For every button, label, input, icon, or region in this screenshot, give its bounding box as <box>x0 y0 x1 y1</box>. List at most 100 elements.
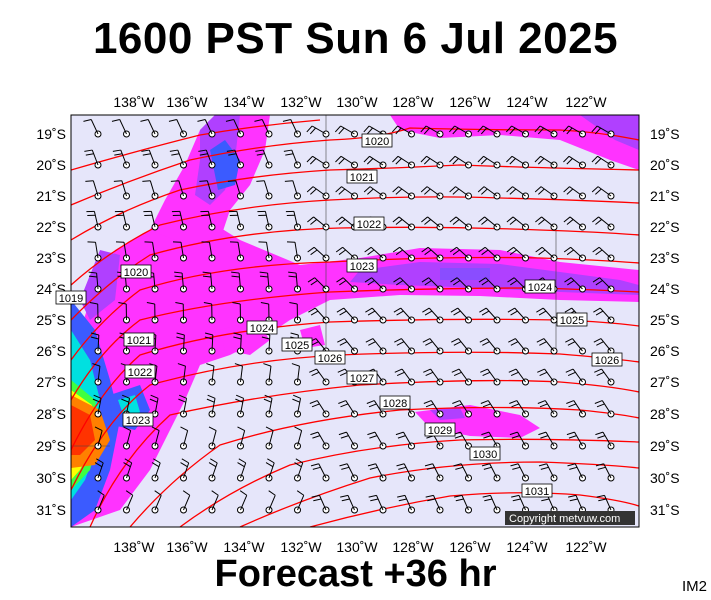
wind-barb <box>591 125 615 138</box>
wind-barb <box>234 363 244 386</box>
wind-barb <box>420 125 444 138</box>
wind-barb <box>208 426 217 450</box>
wind-barb <box>591 186 615 200</box>
wind-barb <box>449 186 472 200</box>
wind-barb <box>335 186 358 200</box>
svg-text:1031: 1031 <box>525 486 549 498</box>
wind-barb <box>395 431 415 450</box>
wind-barb <box>392 246 415 262</box>
lat-label: 21˚S <box>36 188 66 204</box>
wind-barb <box>87 241 102 262</box>
wind-barb <box>206 394 216 418</box>
wind-barb <box>227 180 244 200</box>
wind-barb <box>306 155 330 169</box>
lon-label: 132˚W <box>280 94 322 110</box>
lat-label: 27˚S <box>650 374 680 390</box>
isobar-label: 1023 <box>122 412 154 427</box>
lon-label: 124˚W <box>506 539 548 555</box>
lon-label: 136˚W <box>166 539 208 555</box>
wind-barb <box>291 363 301 386</box>
wind-barb <box>94 458 104 482</box>
wind-barb <box>564 277 586 293</box>
lat-label: 26˚S <box>650 343 680 359</box>
precipitation-field <box>71 115 639 527</box>
wind-barb <box>229 241 244 262</box>
lon-label: 126˚W <box>449 539 491 555</box>
wind-barb <box>451 368 472 386</box>
wind-barb <box>118 302 130 324</box>
lon-label: 122˚W <box>565 94 607 110</box>
isobar-label: 1027 <box>346 370 378 385</box>
lat-label: 27˚S <box>36 374 66 390</box>
wind-barb <box>394 338 415 355</box>
isobar-label: 1026 <box>591 352 623 367</box>
wind-barb <box>149 363 159 386</box>
wind-barb <box>566 400 586 418</box>
wind-barb <box>506 186 529 200</box>
isobar-label: 1026 <box>314 350 346 365</box>
wind-barb <box>306 125 330 138</box>
lat-label: 28˚S <box>650 406 680 422</box>
wind-barb <box>284 180 301 200</box>
wind-barb <box>307 246 330 262</box>
lat-label: 30˚S <box>650 470 680 486</box>
wind-barb <box>392 155 415 169</box>
wind-barb <box>365 338 387 355</box>
wind-barb <box>392 216 415 231</box>
wind-barb <box>226 149 244 169</box>
wind-barb <box>123 458 133 482</box>
wind-barb <box>310 463 330 482</box>
wind-barb <box>84 149 102 169</box>
wind-barb <box>393 277 415 293</box>
wind-barb <box>307 277 330 293</box>
lon-label: 134˚W <box>223 539 265 555</box>
isobar-labels: 1019 1020 1020 1021 1021 1022 1022 1023 1023 1024… <box>55 133 623 498</box>
wind-barb <box>593 307 615 324</box>
wind-barb <box>146 302 159 324</box>
svg-text:1024: 1024 <box>250 323 274 335</box>
wind-barb <box>228 210 244 231</box>
wind-barb <box>88 271 102 293</box>
wind-barb <box>592 277 615 293</box>
isobar-label: 1019 <box>55 290 87 305</box>
wind-barb <box>112 149 130 169</box>
wind-barb <box>478 277 501 293</box>
isobar-label: 1023 <box>346 258 378 273</box>
bottom-lon-axis: 138˚W 136˚W 134˚W 132˚W 130˚W 128˚W 126˚W 124˚W… <box>113 539 607 555</box>
wind-barb <box>114 210 130 231</box>
wind-barb <box>143 210 159 231</box>
wind-barb <box>594 368 615 386</box>
lon-label: 138˚W <box>113 94 155 110</box>
wind-barb <box>452 400 472 418</box>
wind-barb <box>593 338 615 355</box>
wind-barb <box>336 277 358 293</box>
wind-barb <box>508 338 529 355</box>
isobar-label: 1029 <box>424 422 456 437</box>
wind-barb <box>592 246 615 262</box>
wind-barb <box>204 332 216 355</box>
wind-barb <box>115 241 130 262</box>
isobar-label: 1024 <box>524 279 556 294</box>
wind-barb <box>535 246 558 262</box>
lat-label: 30˚S <box>36 470 66 486</box>
wind-barb <box>537 368 558 386</box>
wind-barb <box>534 186 558 200</box>
wind-barb <box>208 490 219 514</box>
svg-text:1020: 1020 <box>365 136 389 148</box>
lon-label: 128˚W <box>392 94 434 110</box>
wind-barb <box>366 400 387 418</box>
wind-barb <box>265 458 275 482</box>
wind-barb <box>174 271 187 293</box>
wind-barb <box>510 463 529 482</box>
wind-barb <box>536 338 558 355</box>
wind-barb <box>335 155 358 169</box>
lon-label: 134˚W <box>223 94 265 110</box>
wind-barb <box>257 210 273 231</box>
svg-text:1024: 1024 <box>528 282 552 294</box>
isobar-label: 1020 <box>120 264 152 279</box>
wind-barb <box>178 394 188 418</box>
wind-barb <box>367 463 387 482</box>
lat-label: 29˚S <box>36 438 66 454</box>
wind-barb <box>424 463 444 482</box>
